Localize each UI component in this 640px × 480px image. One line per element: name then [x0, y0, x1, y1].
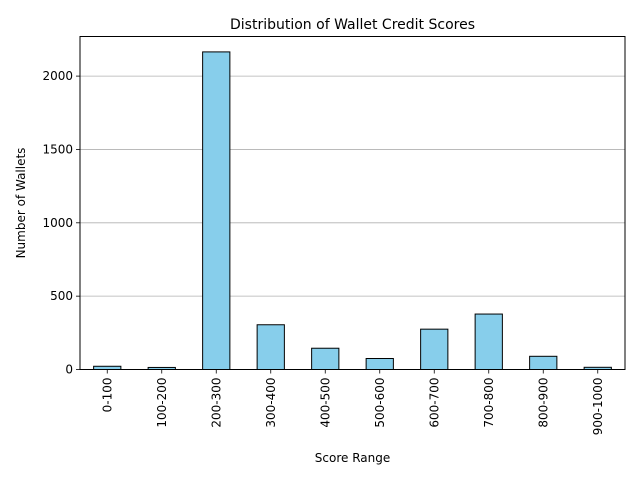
grid-lines — [80, 75, 625, 297]
x-tick-label: 500-600 — [373, 378, 387, 428]
x-axis-label: Score Range — [315, 451, 390, 465]
y-tick-label: 500 — [50, 289, 73, 303]
x-tick-label: 900-1000 — [591, 378, 605, 436]
bar-300-400 — [256, 324, 285, 371]
x-tick-label: 400-500 — [318, 378, 332, 428]
y-axis-ticks: 0 500 1000 1500 2000 — [42, 69, 80, 377]
bar-800-900 — [529, 355, 558, 371]
x-tick-label: 200-300 — [209, 378, 223, 428]
x-tick-label: 300-400 — [264, 378, 278, 428]
plot-frame — [79, 36, 626, 370]
x-tick-label: 700-800 — [482, 378, 496, 428]
x-tick-label: 100-200 — [155, 378, 169, 428]
y-tick-label: 2000 — [42, 69, 73, 83]
y-axis-label: Number of Wallets — [14, 148, 28, 259]
chart-title: Distribution of Wallet Credit Scores — [230, 17, 475, 33]
y-tick-label: 1500 — [42, 142, 73, 156]
bar-400-500 — [311, 347, 340, 370]
bars — [93, 51, 612, 371]
bar-600-700 — [420, 328, 449, 371]
bar-500-600 — [365, 357, 394, 371]
bar-200-300 — [202, 51, 231, 371]
x-axis-ticks: 0-100 100-200 200-300 300-400 400-500 500-600… — [100, 369, 605, 436]
y-tick-label: 0 — [65, 363, 73, 377]
x-tick-label: 0-100 — [100, 378, 114, 413]
x-tick-label: 600-700 — [427, 378, 441, 428]
bar-700-800 — [474, 313, 503, 370]
y-tick-label: 1000 — [42, 216, 73, 230]
x-tick-label: 800-900 — [536, 378, 550, 428]
